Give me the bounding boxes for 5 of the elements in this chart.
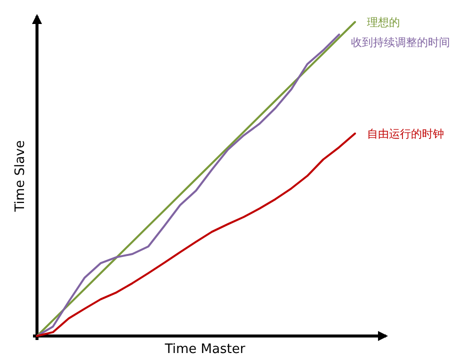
series-label: 收到持续调整的时间: [351, 36, 450, 49]
x-axis-title: Time Master: [164, 342, 246, 357]
series-label: 自由运行的时钟: [367, 127, 444, 140]
series-label: 理想的: [367, 16, 400, 29]
y-axis-title: Time Slave: [13, 140, 28, 213]
